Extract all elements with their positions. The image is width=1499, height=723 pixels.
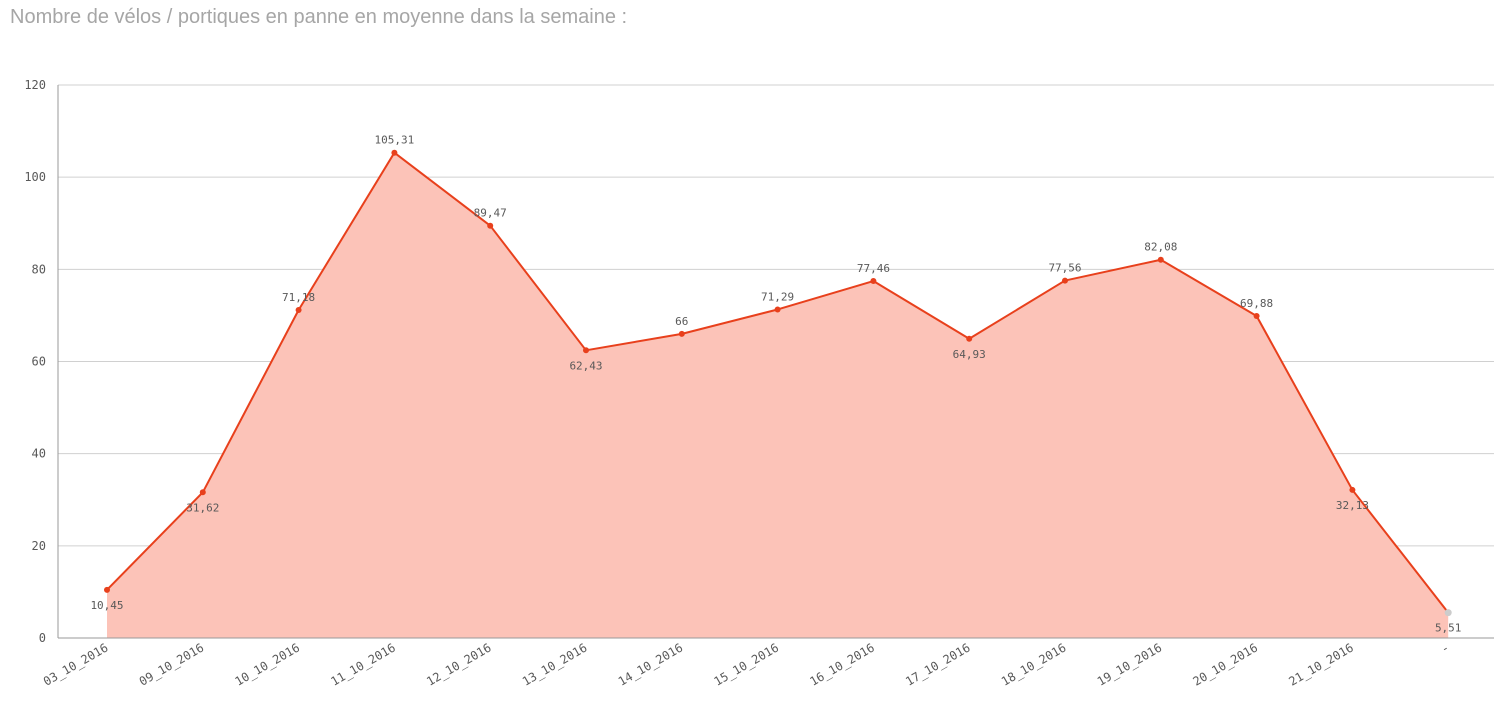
data-point (1349, 486, 1356, 493)
x-tick-label: 16_10_2016 (807, 640, 877, 688)
data-point (295, 306, 302, 313)
x-tick-label: 13_10_2016 (520, 640, 590, 688)
data-point (583, 347, 589, 354)
y-tick-label: 120 (24, 78, 46, 92)
data-label: 105,31 (375, 134, 415, 147)
data-point (966, 335, 973, 342)
x-tick-label: 10_10_2016 (233, 640, 303, 688)
y-tick-label: 60 (32, 355, 46, 369)
chart-title: Nombre de vélos / portiques en panne en … (10, 6, 628, 28)
area-fill-layer (107, 152, 1449, 638)
data-label: 77,46 (857, 262, 890, 275)
data-point (1062, 277, 1068, 284)
x-tick-label: 19_10_2016 (1095, 640, 1165, 688)
x-tick-label: 18_10_2016 (999, 640, 1069, 688)
data-point (1253, 312, 1260, 319)
data-points (104, 149, 1452, 617)
x-tick-label: 21_10_2016 (1286, 640, 1356, 688)
y-tick-label: 100 (24, 170, 46, 184)
axes (57, 85, 1494, 639)
data-point (870, 278, 877, 285)
x-tick-label: 09_10_2016 (137, 640, 207, 688)
data-label: 31,62 (186, 501, 219, 514)
data-point (774, 306, 781, 313)
data-point (199, 489, 206, 496)
data-label: 71,18 (282, 291, 315, 304)
data-label: 10,45 (90, 599, 123, 612)
data-label: 66 (675, 315, 688, 328)
y-tick-label: 0 (39, 631, 46, 645)
data-label: 89,47 (474, 207, 507, 220)
y-axis-tick-labels: 0 20 40 60 80 100 120 (24, 78, 46, 645)
data-label: 64,93 (953, 348, 986, 361)
x-tick-label: 17_10_2016 (903, 640, 973, 688)
data-label: 62,43 (569, 359, 602, 372)
data-label: 69,88 (1240, 297, 1273, 310)
x-tick-label: 11_10_2016 (328, 640, 398, 688)
x-tick-label: 20_10_2016 (1191, 640, 1261, 688)
data-label: 71,29 (761, 290, 794, 303)
x-tick-label: 12_10_2016 (424, 640, 494, 688)
x-tick-label: 03_10_2016 (41, 640, 111, 688)
data-point (1157, 256, 1164, 263)
data-label: 77,56 (1048, 262, 1081, 275)
x-tick-label: - (1438, 640, 1451, 656)
y-tick-label: 80 (32, 262, 46, 276)
data-point (678, 330, 685, 337)
y-tick-label: 40 (32, 447, 46, 461)
data-label: 32,13 (1336, 499, 1369, 512)
y-tick-label: 20 (32, 539, 46, 553)
x-tick-label: 15_10_2016 (712, 640, 782, 688)
area-fill (107, 152, 1449, 638)
data-point (1444, 609, 1452, 617)
data-point (391, 149, 398, 156)
data-point (487, 222, 494, 229)
data-point (104, 586, 110, 593)
x-axis-tick-labels: 03_10_2016 09_10_2016 10_10_2016 11_10_2016… (41, 640, 1452, 688)
data-labels: 10,45 31,62 71,18 105,31 89,47 62,43 66 71,29 77… (90, 134, 1461, 635)
data-label: 82,08 (1144, 241, 1177, 254)
x-tick-label: 14_10_2016 (616, 640, 686, 688)
data-label: 5,51 (1435, 622, 1462, 635)
